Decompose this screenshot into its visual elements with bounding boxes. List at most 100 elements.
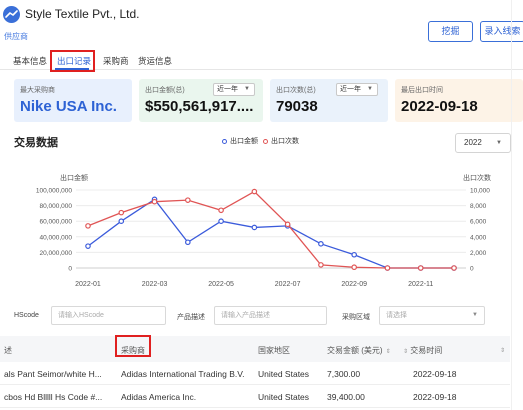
column-header-date[interactable]: ⇕ 交易时间 <box>400 345 442 356</box>
card-last-export: 最后出口时间 2022-09-18 <box>395 79 523 122</box>
data-point-amount <box>351 251 357 258</box>
y-right-tick-label: 0 <box>470 266 474 273</box>
card-value: 2022-09-18 <box>401 98 478 115</box>
x-tick-label: 2022-09 <box>341 281 367 288</box>
hscode-label: HScode <box>14 312 39 319</box>
card-top-buyer: 最大采购商 Nike USA Inc. <box>14 79 132 122</box>
card-export-count: 出口次数(总) 近一年 ▼ 79038 <box>270 79 388 122</box>
column-header-label: 交易金额 (美元) <box>327 346 383 355</box>
x-tick-label: 2022-05 <box>208 281 234 288</box>
data-point-amount <box>118 218 125 225</box>
data-point-count <box>118 209 125 216</box>
data-point-count <box>284 221 291 228</box>
y-left-tick-label: 80,000,000 <box>39 203 72 210</box>
data-point-count <box>417 265 424 271</box>
data-point-amount <box>185 239 191 246</box>
product-description-input[interactable]: 请输入产品描述 <box>214 306 327 325</box>
year-select-value: 2022 <box>464 138 482 147</box>
caret-down-icon: ▼ <box>496 140 502 146</box>
data-point-amount <box>318 241 324 247</box>
period-select-value: 近一年 <box>340 86 361 93</box>
data-point-count <box>85 223 91 229</box>
sort-icon[interactable]: ⇕ <box>385 349 391 355</box>
cell-country: United States <box>258 392 310 402</box>
tab-highlight-box <box>50 50 95 72</box>
data-point-count <box>451 265 457 271</box>
card-value[interactable]: Nike USA Inc. <box>20 98 117 115</box>
data-point-count <box>185 197 191 203</box>
table-header: 述 采购商 国家地区 交易金额 (美元) ⇕ ⇕ 交易时间 ⇕ <box>0 336 510 362</box>
y-right-tick-label: 8,000 <box>470 203 487 210</box>
year-select[interactable]: 2022 ▼ <box>455 133 511 153</box>
card-label: 出口次数(总) <box>276 87 316 94</box>
data-point-count <box>318 262 324 268</box>
column-header-country[interactable]: 国家地区 <box>258 346 290 355</box>
y-right-tick-label: 2,000 <box>470 250 487 257</box>
caret-down-icon: ▼ <box>367 86 373 92</box>
tab-shipping-info[interactable]: 货运信息 <box>138 56 173 66</box>
company-logo-icon <box>3 6 20 23</box>
cell-product: als Pant Seimor/white H... <box>4 369 102 379</box>
y-left-tick-label: 20,000,000 <box>39 250 72 257</box>
card-label: 最大采购商 <box>20 87 55 94</box>
legend-item-count[interactable]: 出口次数 <box>263 136 299 146</box>
data-point-count <box>218 207 224 214</box>
cell-buyer[interactable]: Adidas America Inc. <box>121 392 197 402</box>
sort-icon[interactable]: ⇕ <box>500 348 506 354</box>
section-title: 交易数据 <box>14 137 58 149</box>
tab-buyers[interactable]: 采购商 <box>103 56 129 66</box>
card-value: $550,561,917.... <box>145 98 254 115</box>
data-point-count <box>251 188 258 195</box>
x-tick-label: 2022-03 <box>142 281 168 288</box>
data-point-amount <box>251 224 258 231</box>
column-header-product[interactable]: 述 <box>4 346 12 355</box>
region-label: 采购区域 <box>342 314 370 321</box>
region-select[interactable]: 请选择 ▼ <box>379 306 485 325</box>
role-tag: 供应商 <box>4 32 28 41</box>
tab-export-records[interactable]: 出口记录 <box>57 56 92 66</box>
period-select-value: 近一年 <box>217 86 238 93</box>
legend-item-amount[interactable]: 出口金额 <box>222 136 258 146</box>
data-point-amount <box>218 218 224 225</box>
tab-bar: 基本信息 出口记录 采购商 货运信息 <box>0 50 523 70</box>
cell-country: United States <box>258 369 310 379</box>
company-name: Style Textile Pvt., Ltd. <box>25 7 140 21</box>
cell-date: 2022-09-18 <box>413 392 457 402</box>
cell-date: 2022-09-18 <box>413 369 457 379</box>
card-label: 出口金额(总) <box>145 87 185 94</box>
y-right-tick-label: 6,000 <box>470 219 487 226</box>
data-point-amount <box>85 243 91 249</box>
y-right-tick-label: 10,000 <box>470 188 490 195</box>
card-label: 最后出口时间 <box>401 87 443 94</box>
column-header-amount[interactable]: 交易金额 (美元) ⇕ <box>327 345 391 356</box>
claim-button[interactable]: 挖掘 <box>428 21 473 42</box>
buyer-column-highlight-box <box>115 335 151 357</box>
y-left-tick-label: 0 <box>68 266 72 273</box>
legend-label: 出口金额 <box>230 138 258 145</box>
product-label: 产品描述 <box>177 314 205 321</box>
trade-line-chart: 出口金额 出口次数 0 0 20,000,000 2,000 40,000,000 4,000… <box>36 173 491 288</box>
sort-icon[interactable]: ⇕ <box>403 349 409 355</box>
table-row[interactable]: cbos Hd Blllll Hs Code #... Adidas Ameri… <box>0 385 510 408</box>
data-point-count <box>151 198 158 205</box>
y-left-tick-label: 60,000,000 <box>39 219 72 226</box>
cell-buyer[interactable]: Adidas International Trading B.V. <box>121 369 245 379</box>
y-right-axis-title: 出口次数 <box>463 173 491 182</box>
add-lead-button[interactable]: 录入线索 <box>480 21 523 42</box>
scrollbar-track[interactable] <box>511 0 512 410</box>
hscode-input[interactable]: 请输入HScode <box>51 306 166 325</box>
cell-product: cbos Hd Blllll Hs Code #... <box>4 392 103 402</box>
caret-down-icon: ▼ <box>244 86 250 92</box>
cell-amount: 7,300.00 <box>327 369 361 379</box>
x-tick-label: 2022-07 <box>275 281 301 288</box>
period-select[interactable]: 近一年 ▼ <box>336 83 378 96</box>
tab-basic-info[interactable]: 基本信息 <box>13 56 48 66</box>
card-export-amount: 出口金额(总) 近一年 ▼ $550,561,917.... <box>139 79 263 122</box>
y-left-tick-label: 40,000,000 <box>39 234 72 241</box>
cell-amount: 39,400.00 <box>327 392 365 402</box>
column-header-buyer[interactable]: 采购商 <box>121 346 145 355</box>
table-row[interactable]: als Pant Seimor/white H... Adidas Intern… <box>0 362 510 385</box>
card-value: 79038 <box>276 98 318 115</box>
active-tab-indicator <box>55 68 89 70</box>
period-select[interactable]: 近一年 ▼ <box>213 83 255 96</box>
